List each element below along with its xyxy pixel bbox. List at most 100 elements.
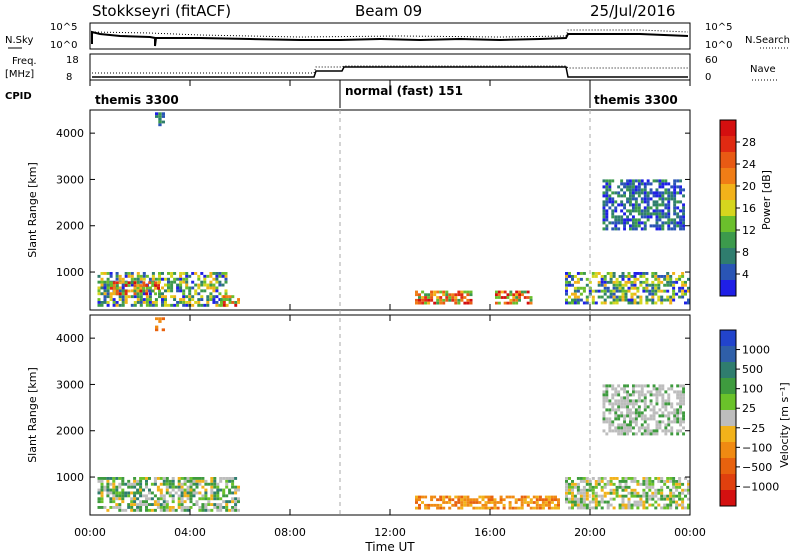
echo-cell (637, 209, 641, 213)
echo-cell (198, 506, 202, 509)
echo-cell (682, 390, 685, 394)
echo-cell (608, 188, 612, 192)
echo-cell (155, 325, 159, 329)
echo-cell (620, 203, 624, 207)
echo-cell (158, 272, 161, 275)
echo-cell (661, 384, 665, 388)
colorbar-swatch (720, 458, 736, 475)
echo-cell (621, 272, 625, 275)
echo-cell (603, 286, 607, 290)
echo-cell (661, 179, 665, 183)
echo-cell (118, 298, 122, 301)
echo-cell (636, 503, 640, 507)
echo-cell (594, 482, 598, 486)
echo-cell (617, 384, 621, 388)
echo-cell (145, 274, 149, 278)
echo-cell (218, 274, 222, 278)
echo-cell (591, 506, 595, 510)
echo-cell (127, 289, 131, 293)
echo-cell (621, 289, 625, 293)
echo-cell (632, 426, 635, 430)
echo-cell (164, 289, 167, 293)
echo-cell (620, 200, 624, 204)
echo-cell (623, 423, 626, 427)
echo-cell (669, 491, 673, 495)
echo-cell (615, 295, 619, 299)
echo-cell (602, 402, 606, 406)
echo-cell (191, 286, 195, 290)
echo-cell (661, 414, 665, 418)
echo-cell (173, 277, 177, 281)
echo-cell (186, 508, 190, 512)
echo-cell (612, 298, 616, 302)
echo-cell (626, 414, 629, 418)
echo-cell (148, 289, 152, 293)
echo-cell (660, 494, 664, 498)
echo-cell (640, 384, 644, 388)
echo-cell (621, 500, 625, 504)
echo-cell (611, 200, 615, 204)
echo-cell (195, 503, 199, 506)
echo-cell (667, 423, 671, 427)
echo-cell (655, 221, 659, 225)
echo-cell (170, 272, 174, 275)
echo-cell (588, 280, 592, 284)
echo-cell (655, 203, 659, 207)
echo-cell (612, 280, 616, 284)
echo-cell (626, 429, 629, 433)
freq-tick-low: 8 (66, 72, 72, 83)
echo-cell (620, 218, 624, 222)
echo-cell (145, 479, 148, 483)
echo-cell (672, 482, 676, 486)
echo-cell (606, 500, 610, 504)
colorbar-swatch (720, 200, 736, 217)
echo-cell (609, 491, 613, 495)
echo-cell (678, 286, 682, 290)
echo-cell (639, 298, 643, 302)
echo-cell (481, 495, 485, 499)
echo-cell (617, 426, 621, 430)
echo-cell (646, 432, 650, 436)
echo-cell (676, 212, 680, 216)
echo-cell (209, 286, 213, 290)
echo-cell (660, 485, 664, 489)
echo-cell (678, 480, 682, 483)
echo-cell (640, 417, 644, 421)
echo-cell (106, 292, 110, 296)
echo-cell (526, 301, 530, 305)
echo-cell (439, 301, 443, 305)
echo-cell (673, 203, 677, 207)
echo-cell (495, 296, 498, 299)
echo-cell (630, 503, 634, 507)
echo-cell (212, 301, 216, 304)
echo-cell (154, 281, 157, 285)
echo-cell (624, 503, 628, 507)
echo-cell (133, 295, 137, 299)
echo-cell (506, 293, 510, 297)
echo-cell (503, 290, 507, 294)
echo-cell (424, 503, 428, 507)
echo-cell (177, 503, 181, 506)
echo-cell (133, 497, 137, 501)
echo-cell (216, 488, 220, 492)
echo-cell (170, 303, 174, 307)
echo-cell (469, 298, 473, 302)
echo-cell (682, 215, 685, 219)
echo-cell (670, 227, 674, 231)
echo-cell (608, 402, 612, 406)
echo-cell (679, 393, 682, 397)
echo-cell (605, 197, 609, 201)
echo-cell (633, 480, 637, 483)
echo-cell (97, 298, 101, 301)
echo-cell (633, 301, 637, 305)
echo-cell (643, 429, 647, 433)
echo-cell (183, 482, 187, 486)
echo-cell (512, 301, 516, 305)
echo-cell (615, 286, 619, 290)
echo-cell (676, 402, 680, 406)
echo-cell (657, 488, 661, 492)
echo-cell (460, 506, 464, 510)
x-tick-label: 16:00 (474, 526, 506, 539)
echo-cell (611, 179, 615, 183)
